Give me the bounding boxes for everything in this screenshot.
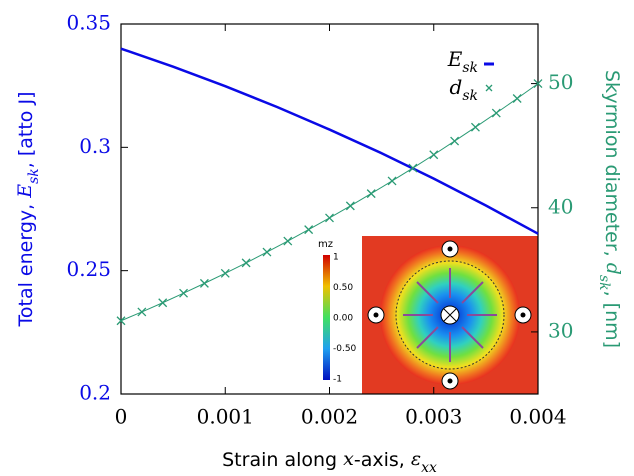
- inset: mz 1 0.50 0.00 -0.50 -1: [318, 236, 538, 394]
- ylabel-part: , [atto J]: [15, 92, 37, 169]
- colorbar-label: 0.50: [333, 283, 353, 293]
- ylabel-part: E: [14, 184, 36, 199]
- colorbar-label: 1: [333, 253, 339, 263]
- legend-marker: [485, 84, 493, 92]
- y-tick-label: 0.35: [66, 11, 111, 35]
- y2-tick-label: 40: [548, 194, 573, 218]
- y-tick-label: 0.3: [79, 134, 111, 158]
- legend-main: E: [447, 47, 463, 71]
- ylabel-part: sk: [26, 168, 42, 184]
- x-tick-label: 0.004: [509, 405, 566, 429]
- legend-sub: sk: [462, 60, 478, 76]
- xlabel-part: -axis,: [354, 449, 411, 471]
- series-line: [120, 83, 539, 322]
- colorbar-title: mz: [318, 239, 333, 250]
- y2-tick-label: 50: [548, 70, 573, 94]
- core-cross: [443, 308, 457, 322]
- colorbar-label: -0.50: [333, 344, 357, 354]
- colorbar-label: 0.00: [333, 314, 353, 324]
- ylabel-part: Total energy,: [15, 198, 37, 328]
- legend-sub: sk: [462, 88, 478, 104]
- colorbar: [323, 255, 330, 380]
- x-tick-label: 0.003: [405, 405, 462, 429]
- x-tick-label: 0: [115, 405, 128, 429]
- y2label-text: Skyrmion diameter, dsk, [nm]: [596, 70, 624, 348]
- arrows: [403, 268, 497, 362]
- ylabel-text: Total energy, Esk, [atto J]: [14, 92, 42, 328]
- x-tick-label: 0.001: [197, 405, 254, 429]
- y2label-part: , [nm]: [602, 291, 624, 348]
- legend-main: d: [450, 75, 463, 99]
- legend-label: dsk: [450, 75, 478, 105]
- legend-label: Esk: [447, 47, 478, 77]
- marker: [116, 316, 126, 326]
- xlabel-part: ε: [411, 448, 421, 470]
- dot-centers: [373, 246, 526, 384]
- colorbar-label: -1: [333, 375, 342, 385]
- y2label-part: Skyrmion diameter,: [602, 70, 624, 263]
- marker: [533, 79, 543, 89]
- y2-tick-label: 30: [548, 318, 573, 342]
- xlabel-part: xx: [421, 460, 437, 476]
- skyrmion-boundary: [395, 260, 505, 370]
- y-tick-label: 0.25: [66, 257, 111, 281]
- series-line: [120, 47, 539, 235]
- xlabel-text: Strain along x-axis, εxx: [222, 448, 437, 476]
- y-tick-label: 0.2: [79, 381, 111, 405]
- xlabel-part: x: [343, 448, 354, 470]
- y2label-part: sk: [596, 275, 612, 291]
- x-tick-label: 0.002: [301, 405, 358, 429]
- y2label-part: d: [602, 263, 624, 275]
- xlabel-part: Strain along: [222, 449, 343, 471]
